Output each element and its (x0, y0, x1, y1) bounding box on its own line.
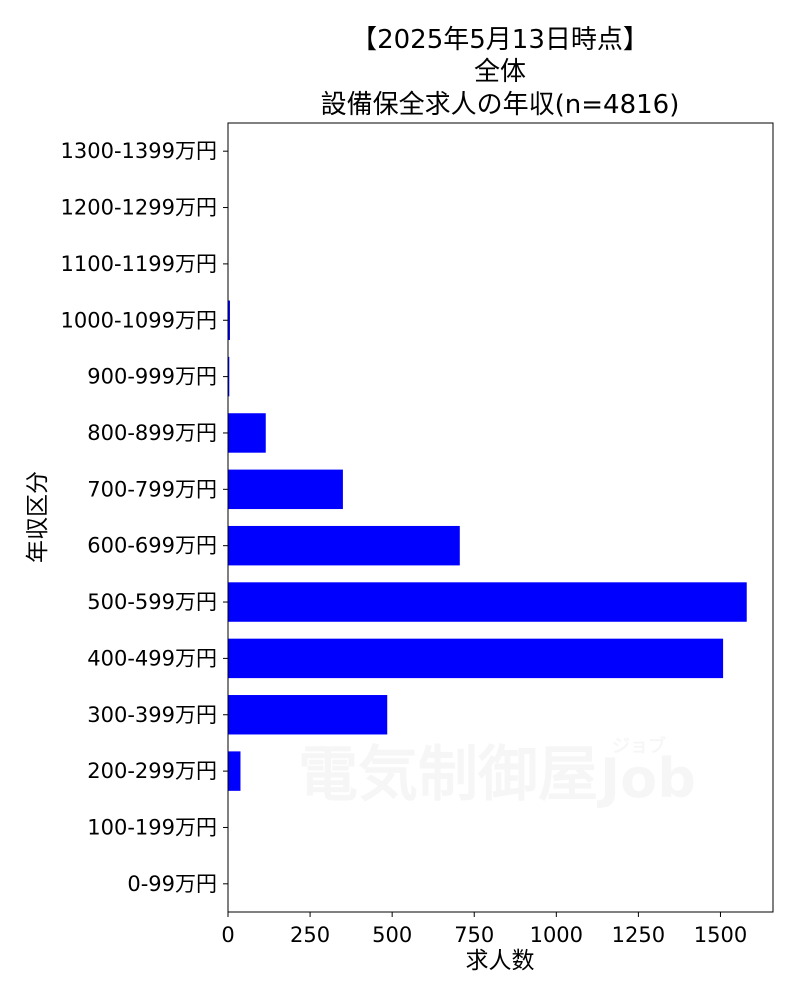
chart-title-line: 設備保全求人の年収(n=4816) (321, 90, 680, 120)
y-tick-label: 1300-1399万円 (61, 139, 217, 163)
plot-frame (227, 122, 774, 913)
bar (228, 638, 724, 679)
x-tick-label: 1250 (612, 923, 665, 947)
y-tick-label: 800-899万円 (87, 421, 217, 445)
watermark-kana: ジョブ (612, 735, 666, 757)
y-tick-label: 400-499万円 (87, 646, 217, 670)
x-tick-label: 500 (372, 923, 412, 947)
x-tick-label: 1500 (694, 923, 747, 947)
bar (228, 413, 266, 453)
bars (228, 300, 747, 791)
bar (228, 300, 230, 340)
bar (228, 525, 460, 566)
watermark: 電気制御屋 Job ジョブ (298, 735, 696, 810)
y-axis: 0-99万円 100-199万円 200-299万円 300-399万円 400-499… (61, 139, 228, 896)
x-axis: 0 250 500 750 1000 1250 1500 (221, 912, 747, 947)
y-tick-label: 300-399万円 (87, 703, 217, 727)
bar (228, 695, 388, 735)
bar (228, 582, 747, 622)
x-axis-label: 求人数 (466, 948, 535, 974)
chart-title-line: 全体 (474, 57, 526, 87)
y-tick-label: 0-99万円 (127, 872, 217, 896)
x-tick-label: 0 (221, 923, 234, 947)
y-tick-label: 900-999万円 (87, 365, 217, 389)
watermark-text: 電気制御屋 (298, 740, 598, 810)
bar (228, 356, 230, 397)
y-tick-label: 1100-1199万円 (61, 252, 217, 276)
y-tick-label: 1200-1299万円 (61, 196, 217, 220)
bar (228, 751, 241, 791)
chart-title-line: 【2025年5月13日時点】 (351, 25, 649, 55)
y-tick-label: 1000-1099万円 (61, 308, 217, 332)
x-tick-label: 750 (454, 923, 494, 947)
y-axis-label: 年収区分 (25, 471, 51, 563)
x-tick-label: 250 (290, 923, 330, 947)
y-tick-label: 600-699万円 (87, 534, 217, 558)
y-tick-label: 200-299万円 (87, 759, 217, 783)
y-tick-label: 500-599万円 (87, 590, 217, 614)
y-tick-label: 700-799万円 (87, 477, 217, 501)
x-tick-label: 1000 (530, 923, 583, 947)
bar (228, 469, 343, 510)
y-tick-label: 100-199万円 (87, 815, 217, 839)
